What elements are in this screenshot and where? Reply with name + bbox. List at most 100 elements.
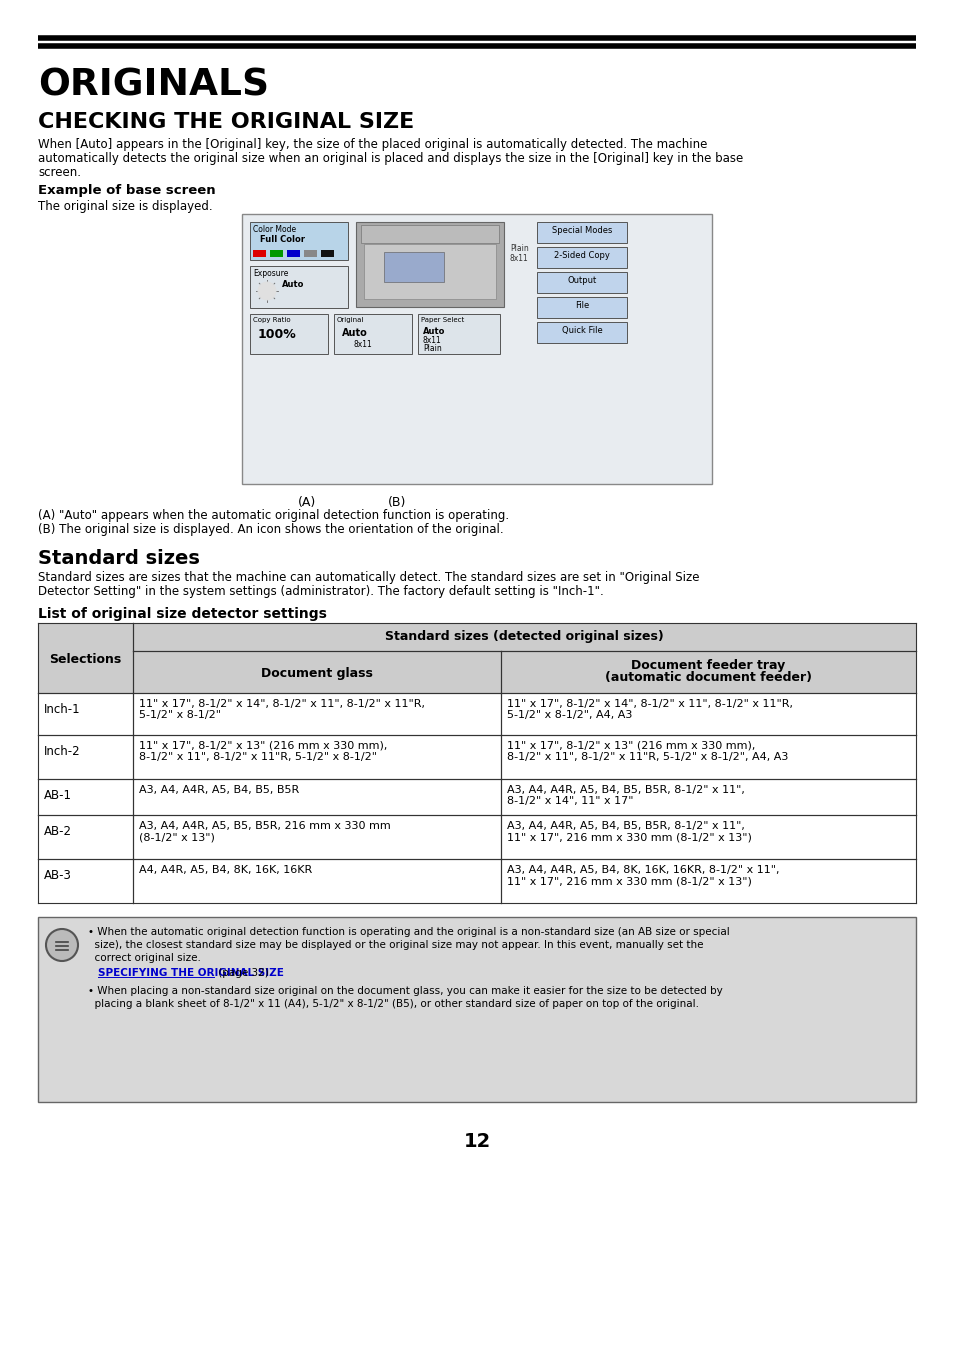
Text: Document glass: Document glass (261, 667, 373, 680)
Text: A3, A4, A4R, A5, B4, B5, B5R, 8-1/2" x 11",: A3, A4, A4R, A5, B4, B5, B5R, 8-1/2" x 1… (506, 785, 744, 794)
Text: Detector Setting" in the system settings (administrator). The factory default se: Detector Setting" in the system settings… (38, 585, 603, 598)
Text: • When the automatic original detection function is operating and the original i: • When the automatic original detection … (88, 927, 729, 938)
Text: Copy Ratio: Copy Ratio (253, 317, 291, 323)
Text: 8x11: 8x11 (354, 340, 373, 349)
Bar (38, 623, 132, 693)
Bar (38, 693, 132, 735)
Text: automatically detects the original size when an original is placed and displays : automatically detects the original size … (38, 153, 742, 165)
Bar (355, 222, 503, 307)
Text: SPECIFYING THE ORIGINAL SIZE: SPECIFYING THE ORIGINAL SIZE (98, 969, 284, 978)
Bar (320, 250, 334, 257)
Text: Standard sizes: Standard sizes (38, 549, 200, 567)
Text: 11" x 17", 8-1/2" x 14", 8-1/2" x 11", 8-1/2" x 11"R,: 11" x 17", 8-1/2" x 14", 8-1/2" x 11", 8… (139, 698, 424, 709)
Bar (364, 245, 496, 299)
Bar (132, 651, 500, 693)
Bar (304, 250, 316, 257)
Bar (537, 222, 626, 243)
Text: screen.: screen. (38, 166, 81, 178)
Text: 5-1/2" x 8-1/2", A4, A3: 5-1/2" x 8-1/2", A4, A3 (506, 711, 632, 720)
Bar (38, 859, 132, 902)
Text: 8x11: 8x11 (510, 254, 528, 263)
Circle shape (257, 282, 275, 300)
Bar (250, 266, 348, 308)
Text: 100%: 100% (257, 328, 296, 340)
Text: List of original size detector settings: List of original size detector settings (38, 607, 327, 621)
Text: Color Mode: Color Mode (253, 226, 295, 234)
Text: Paper Select: Paper Select (420, 317, 464, 323)
Bar (537, 247, 626, 267)
Bar (132, 623, 915, 651)
Bar (500, 693, 915, 735)
Text: Auto: Auto (282, 280, 304, 289)
Text: correct original size.: correct original size. (88, 952, 201, 963)
Bar (500, 780, 915, 815)
Text: Standard sizes (detected original sizes): Standard sizes (detected original sizes) (385, 630, 663, 643)
Text: placing a blank sheet of 8-1/2" x 11 (A4), 5-1/2" x 8-1/2" (B5), or other standa: placing a blank sheet of 8-1/2" x 11 (A4… (88, 998, 699, 1009)
Bar (38, 780, 132, 815)
Text: Auto: Auto (341, 328, 367, 338)
Circle shape (46, 929, 78, 961)
Text: 8x11: 8x11 (422, 336, 441, 345)
Text: A3, A4, A4R, A5, B4, B5, B5R, 8-1/2" x 11",: A3, A4, A4R, A5, B4, B5, B5R, 8-1/2" x 1… (506, 821, 744, 831)
Text: Special Modes: Special Modes (551, 226, 612, 235)
Text: A4, A4R, A5, B4, 8K, 16K, 16KR: A4, A4R, A5, B4, 8K, 16K, 16KR (139, 865, 312, 875)
Text: 8-1/2" x 14", 11" x 17": 8-1/2" x 14", 11" x 17" (506, 796, 633, 807)
Text: Selections: Selections (50, 653, 121, 666)
Bar (270, 250, 283, 257)
Bar (287, 250, 299, 257)
Text: A3, A4, A4R, A5, B4, 8K, 16K, 16KR, 8-1/2" x 11",: A3, A4, A4R, A5, B4, 8K, 16K, 16KR, 8-1/… (506, 865, 779, 875)
Text: Exposure: Exposure (253, 269, 288, 278)
Bar (334, 313, 412, 354)
Text: AB-2: AB-2 (44, 825, 71, 838)
Text: (page 32): (page 32) (215, 969, 269, 978)
Text: Full Color: Full Color (260, 235, 305, 245)
Text: The original size is displayed.: The original size is displayed. (38, 200, 213, 213)
Bar (500, 815, 915, 859)
Bar (500, 735, 915, 780)
Text: 11" x 17", 8-1/2" x 13" (216 mm x 330 mm),: 11" x 17", 8-1/2" x 13" (216 mm x 330 mm… (139, 740, 387, 751)
Text: 12: 12 (463, 1132, 490, 1151)
Bar (38, 917, 915, 1102)
Text: 8-1/2" x 11", 8-1/2" x 11"R, 5-1/2" x 8-1/2", A4, A3: 8-1/2" x 11", 8-1/2" x 11"R, 5-1/2" x 8-… (506, 753, 787, 762)
Text: (8-1/2" x 13"): (8-1/2" x 13") (139, 832, 214, 842)
Text: Output: Output (567, 276, 596, 285)
Text: Inch-2: Inch-2 (44, 744, 81, 758)
Text: AB-1: AB-1 (44, 789, 71, 802)
Text: • When placing a non-standard size original on the document glass, you can make : • When placing a non-standard size origi… (88, 986, 722, 996)
Text: 11" x 17", 8-1/2" x 13" (216 mm x 330 mm),: 11" x 17", 8-1/2" x 13" (216 mm x 330 mm… (506, 740, 755, 751)
Text: File: File (575, 301, 589, 309)
Bar (384, 253, 443, 282)
Bar (132, 815, 500, 859)
Text: Plain: Plain (422, 345, 441, 353)
Bar (500, 651, 915, 693)
Bar (360, 226, 498, 243)
Text: (B) The original size is displayed. An icon shows the orientation of the origina: (B) The original size is displayed. An i… (38, 523, 503, 536)
Text: size), the closest standard size may be displayed or the original size may not a: size), the closest standard size may be … (88, 940, 702, 950)
Text: Quick File: Quick File (561, 326, 601, 335)
Text: (automatic document feeder): (automatic document feeder) (604, 671, 811, 684)
Bar (537, 297, 626, 317)
Bar (500, 859, 915, 902)
Text: A3, A4, A4R, A5, B4, B5, B5R: A3, A4, A4R, A5, B4, B5, B5R (139, 785, 299, 794)
Text: CHECKING THE ORIGINAL SIZE: CHECKING THE ORIGINAL SIZE (38, 112, 414, 132)
Text: 5-1/2" x 8-1/2": 5-1/2" x 8-1/2" (139, 711, 221, 720)
Bar (132, 735, 500, 780)
Bar (253, 250, 266, 257)
Bar (537, 272, 626, 293)
Bar (250, 313, 328, 354)
Text: (A): (A) (297, 496, 315, 509)
Bar (417, 313, 499, 354)
Text: Inch-1: Inch-1 (44, 703, 81, 716)
Text: Document feeder tray: Document feeder tray (631, 659, 785, 671)
Text: Standard sizes are sizes that the machine can automatically detect. The standard: Standard sizes are sizes that the machin… (38, 571, 699, 584)
Bar (132, 780, 500, 815)
Bar (242, 213, 711, 484)
Bar (132, 859, 500, 902)
Text: (B): (B) (388, 496, 406, 509)
Text: Original: Original (336, 317, 364, 323)
Text: AB-3: AB-3 (44, 869, 71, 882)
Text: When [Auto] appears in the [Original] key, the size of the placed original is au: When [Auto] appears in the [Original] ke… (38, 138, 706, 151)
Text: ORIGINALS: ORIGINALS (38, 68, 269, 104)
Bar (38, 735, 132, 780)
Text: 11" x 17", 216 mm x 330 mm (8-1/2" x 13"): 11" x 17", 216 mm x 330 mm (8-1/2" x 13"… (506, 832, 751, 842)
